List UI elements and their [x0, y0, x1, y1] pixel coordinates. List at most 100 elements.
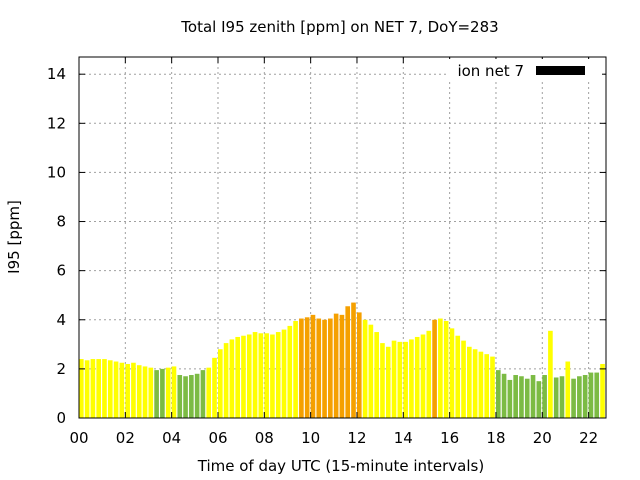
bar — [484, 354, 490, 418]
x-tick-labels: 00 02 04 06 08 10 12 14 16 18 20 22 — [69, 429, 598, 447]
bar — [275, 332, 281, 418]
legend-label: ion net 7 — [457, 62, 524, 80]
bar — [107, 360, 113, 418]
chart-title: Total I95 zenith [ppm] on NET 7, DoY=283 — [180, 18, 498, 36]
bar — [443, 320, 449, 418]
bar — [600, 363, 605, 418]
bar — [368, 324, 374, 418]
y-tick-label: 4 — [56, 311, 66, 329]
bar — [322, 319, 327, 418]
bar — [565, 361, 571, 418]
bar — [577, 376, 582, 418]
x-tick-label: 10 — [301, 429, 320, 447]
bar — [414, 336, 420, 418]
bar — [513, 375, 518, 418]
bar — [200, 370, 206, 418]
bar — [420, 334, 426, 418]
bar — [246, 334, 252, 418]
x-tick-label: 00 — [69, 429, 88, 447]
x-tick-label: 22 — [579, 429, 598, 447]
bar — [293, 320, 298, 418]
legend: ion net 7 — [448, 59, 602, 81]
bar — [241, 335, 246, 418]
x-tick-label: 06 — [208, 429, 227, 447]
bar — [183, 376, 188, 418]
y-tick-label: 0 — [56, 409, 66, 427]
bar — [426, 330, 432, 418]
bar — [264, 333, 269, 418]
bar — [432, 319, 437, 418]
bar — [252, 332, 258, 418]
bar — [449, 328, 455, 418]
bar — [142, 366, 148, 418]
bar — [339, 314, 345, 418]
bar — [212, 357, 217, 418]
bar — [438, 318, 443, 418]
legend-background — [448, 59, 602, 81]
bar — [160, 368, 165, 418]
bar — [304, 317, 310, 418]
bar — [490, 356, 495, 418]
grid-lines — [79, 57, 606, 418]
bar — [467, 346, 472, 418]
bar — [310, 314, 316, 418]
bar — [409, 339, 414, 418]
bar — [333, 313, 339, 418]
bar — [374, 332, 379, 418]
bar — [351, 302, 356, 418]
bar — [455, 335, 461, 418]
bar — [588, 372, 594, 418]
bar — [461, 340, 466, 418]
bar — [270, 334, 275, 418]
y-tick-label: 14 — [47, 65, 66, 83]
x-tick-label: 12 — [347, 429, 366, 447]
bar — [223, 343, 229, 418]
bar — [84, 360, 90, 418]
bar — [559, 376, 565, 418]
bar — [189, 375, 194, 418]
bar — [594, 372, 600, 418]
bar — [524, 378, 530, 418]
bar — [403, 341, 408, 418]
bar — [90, 359, 96, 418]
bar — [177, 375, 183, 418]
bar — [148, 367, 154, 418]
bar — [542, 375, 547, 418]
bar — [571, 378, 576, 418]
y-tick-label: 12 — [47, 114, 66, 132]
y-tick-label: 6 — [56, 262, 66, 280]
bar — [287, 325, 293, 418]
bar — [102, 359, 107, 418]
bar — [553, 377, 559, 418]
y-tick-label: 8 — [56, 213, 66, 231]
bar — [495, 370, 501, 418]
bars — [79, 302, 605, 418]
x-tick-label: 18 — [486, 429, 505, 447]
bar — [478, 351, 484, 418]
bar — [281, 329, 287, 418]
bar — [507, 379, 513, 418]
bar — [385, 346, 391, 418]
bar — [96, 359, 102, 418]
y-tick-labels: 0 2 4 6 8 10 12 14 — [47, 65, 66, 427]
bar — [501, 373, 507, 418]
bar — [519, 376, 524, 418]
bar — [472, 349, 478, 418]
bar — [79, 359, 84, 418]
bar — [530, 375, 536, 418]
y-tick-label: 10 — [47, 163, 66, 181]
bar — [328, 318, 333, 418]
bar — [194, 373, 200, 418]
bar — [125, 363, 130, 418]
x-tick-label: 04 — [162, 429, 181, 447]
bar — [217, 349, 223, 418]
bar — [136, 365, 142, 418]
y-axis-label: I95 [ppm] — [5, 200, 23, 274]
bar — [380, 343, 385, 418]
bar — [299, 318, 304, 418]
bar — [206, 367, 212, 418]
bar — [165, 367, 171, 418]
bar — [397, 341, 403, 418]
bar — [154, 370, 159, 418]
